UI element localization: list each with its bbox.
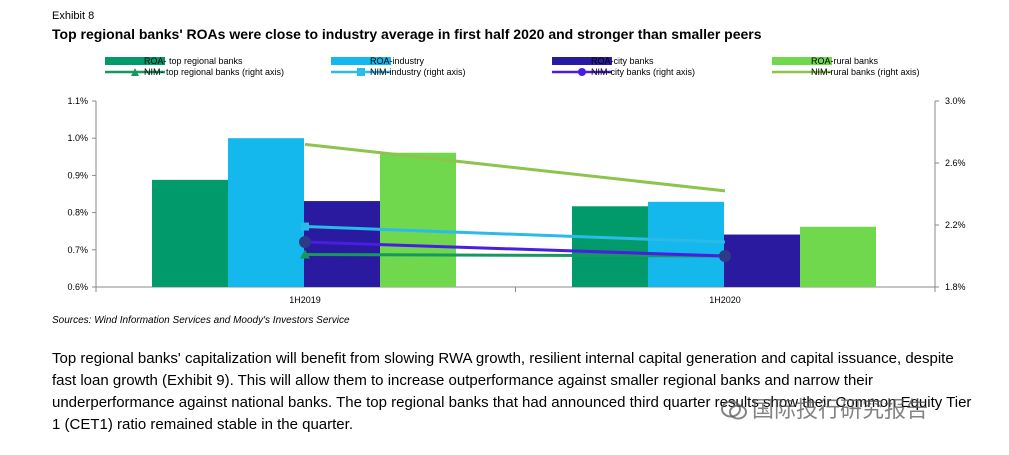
left-tick-label: 1.1% <box>67 96 88 106</box>
exhibit-label: Exhibit 8 <box>52 10 95 22</box>
bar-roa-top <box>152 179 228 287</box>
bar-roa-rural <box>800 226 876 287</box>
legend-label: NIM-rural banks (right axis) <box>811 67 920 77</box>
x-tick-label: 1H2020 <box>709 295 741 305</box>
line-nim-top <box>304 252 726 258</box>
point-nim-top <box>300 249 310 259</box>
legend-label: ROA- top regional banks <box>144 56 243 66</box>
right-tick-label: 2.6% <box>945 158 966 168</box>
chart-source: Sources: Wind Information Services and M… <box>52 315 350 326</box>
legend-marker <box>357 68 365 76</box>
chart-svg: 0.6% 0.7% 0.8% 0.9% 1.0% 1.1% 1.8% 2.2% 2.6% 3.0%… <box>67 56 966 305</box>
point-nim-city <box>719 250 731 262</box>
left-tick-label: 1.0% <box>67 133 88 143</box>
legend-label: NIM- top regional banks (right axis) <box>144 67 284 77</box>
chart-title: Top regional banks' ROAs were close to i… <box>52 26 762 42</box>
legend-label: ROA-rural banks <box>811 56 879 66</box>
legend-label: ROA-city banks <box>591 56 654 66</box>
left-tick-label: 0.7% <box>67 245 88 255</box>
bar-roa-city <box>724 234 800 287</box>
right-tick-label: 2.2% <box>945 220 966 230</box>
left-tick-label: 0.8% <box>67 208 88 218</box>
legend-swatch-roa-city <box>552 57 612 65</box>
right-tick-label: 1.8% <box>945 282 966 292</box>
point-nim-city <box>299 236 311 249</box>
legend-swatch-roa-industry <box>331 57 391 65</box>
bar-roa-top <box>572 206 648 287</box>
bar-roa-rural <box>380 152 456 287</box>
line-nim-city <box>304 240 726 258</box>
left-tick-label: 0.6% <box>67 282 88 292</box>
bar-roa-industry <box>228 138 304 287</box>
legend-label: ROA-industry <box>370 56 425 66</box>
legend-label: NIM-industry (right axis) <box>370 67 466 77</box>
point-nim-industry <box>301 222 309 231</box>
legend-swatch-roa-top <box>105 57 165 65</box>
legend-marker <box>131 68 139 76</box>
legend-swatch-roa-rural <box>772 57 832 65</box>
right-tick-label: 3.0% <box>945 96 966 106</box>
legend-label: NIM-city banks (right axis) <box>591 67 695 77</box>
legend-marker <box>578 68 586 76</box>
watermark-text: 国际技行研究报告 <box>752 398 929 423</box>
watermark: 国际技行研究报告 <box>720 392 928 424</box>
wechat-icon <box>721 400 747 420</box>
bar-roa-industry <box>648 201 724 287</box>
line-nim-rural <box>304 142 726 193</box>
line-nim-industry <box>304 225 726 244</box>
left-tick-label: 0.9% <box>67 170 88 180</box>
x-tick-label: 1H2019 <box>289 295 321 305</box>
